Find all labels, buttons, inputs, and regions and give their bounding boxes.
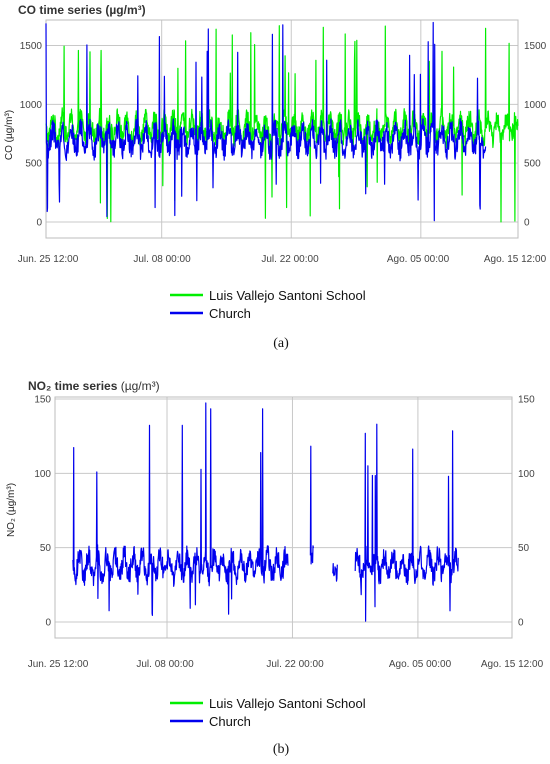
no2-y-tick-left: 0 (45, 618, 51, 629)
co-y-tick-right: 1000 (524, 100, 547, 111)
no2-chart-title-main: NO₂ time series (28, 379, 118, 393)
co-chart: CO time series (µg/m³) CO (µg/m³) 0 0 500 5… (4, 3, 547, 351)
no2-chart-title-unit: (µg/m³) (121, 379, 160, 393)
no2-plot-frame (54, 396, 513, 639)
no2-chart-title: NO₂ time series (µg/m³) (28, 379, 160, 393)
co-y-tick-right: 1500 (524, 41, 547, 52)
no2-legend: Luis Vallejo Santoni School Church (170, 696, 366, 729)
co-series-church-line (45, 21, 487, 222)
no2-y-tick-right: 150 (518, 395, 535, 406)
no2-x-tick-label: Ago. 15 12:00 (481, 659, 544, 670)
no2-x-tick-label: Jun. 25 12:00 (28, 659, 89, 670)
no2-legend-label-church: Church (209, 714, 251, 729)
caption-b: (b) (273, 742, 290, 757)
co-series (45, 21, 519, 223)
co-x-tick-label: Ago. 05 00:00 (387, 254, 450, 265)
no2-series (72, 402, 459, 622)
no2-y-tick-right: 100 (518, 469, 535, 480)
co-x-ticks: Jun. 25 12:00 Jul. 08 00:00 Jul. 22 00:00 A… (18, 254, 547, 265)
co-x-tick-label: Jun. 25 12:00 (18, 254, 79, 265)
co-y-tick-left: 0 (36, 218, 42, 229)
co-legend: Luis Vallejo Santoni School Church (170, 288, 366, 321)
no2-legend-label-school: Luis Vallejo Santoni School (209, 696, 366, 711)
no2-y-tick-left: 50 (40, 543, 52, 554)
no2-x-tick-label: Ago. 05 00:00 (389, 659, 452, 670)
no2-series-church-line (72, 402, 289, 617)
no2-y-axis-label: NO₂ (µg/m³) (6, 483, 17, 537)
no2-y-tick-left: 150 (34, 395, 51, 406)
co-y-tick-left: 1500 (20, 41, 43, 52)
no2-y-tick-right: 0 (518, 618, 524, 629)
co-x-tick-label: Jul. 08 00:00 (133, 254, 191, 265)
co-legend-label-school: Luis Vallejo Santoni School (209, 288, 366, 303)
no2-x-tick-label: Jul. 08 00:00 (136, 659, 194, 670)
co-y-tick-right: 500 (524, 159, 541, 170)
caption-a: (a) (273, 336, 289, 351)
co-chart-title: CO time series (µg/m³) (18, 3, 146, 17)
no2-series-church-line (309, 445, 314, 565)
no2-y-ticks: 0 0 50 50 100 100 150 150 (34, 395, 535, 629)
no2-y-tick-left: 100 (34, 469, 51, 480)
co-y-tick-left: 1000 (20, 100, 43, 111)
co-x-tick-label: Ago. 15 12:00 (484, 254, 547, 265)
co-x-tick-label: Jul. 22 00:00 (261, 254, 319, 265)
no2-series-church-line (354, 423, 459, 622)
co-y-tick-left: 500 (25, 159, 42, 170)
co-y-tick-right: 0 (524, 218, 530, 229)
no2-series-church-line (332, 562, 338, 582)
co-y-axis-label: CO (µg/m³) (4, 110, 15, 160)
no2-x-tick-label: Jul. 22 00:00 (266, 659, 324, 670)
no2-x-ticks: Jun. 25 12:00 Jul. 08 00:00 Jul. 22 00:00 A… (28, 659, 544, 670)
no2-y-tick-right: 50 (518, 543, 530, 554)
co-legend-label-church: Church (209, 306, 251, 321)
no2-chart: NO₂ time series (µg/m³) NO₂ (µg/m³) 0 0 50… (6, 379, 544, 757)
no2-grid (54, 397, 513, 638)
co-y-ticks: 0 0 500 500 1000 1000 1500 1500 (20, 41, 547, 228)
